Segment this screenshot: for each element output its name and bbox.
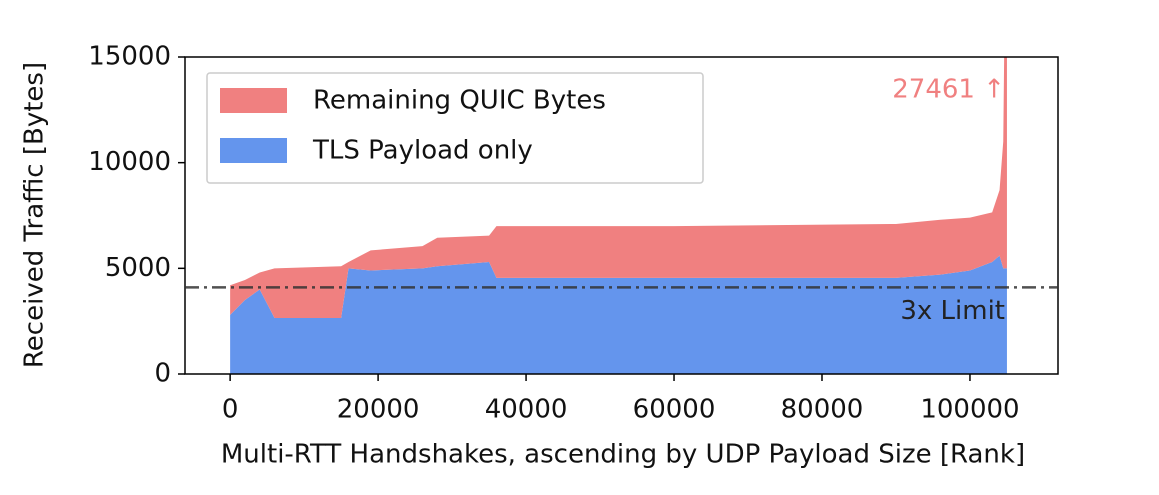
y-tick-label: 10000 (88, 147, 171, 177)
area (230, 255, 1007, 374)
x-tick-label: 60000 (633, 395, 716, 425)
area (230, 57, 1007, 318)
y-tick-label: 0 (154, 359, 171, 389)
legend-box (206, 72, 704, 184)
x-tick-label: 80000 (781, 395, 864, 425)
annotation: 27461 ↑ (892, 75, 1005, 105)
y-axis-label: Received Traffic [Bytes] (20, 62, 50, 368)
legend-label: TLS Payload only (312, 136, 533, 166)
x-tick-label: 100000 (920, 395, 1019, 425)
x-tick-label: 20000 (337, 395, 420, 425)
legend-swatch (220, 88, 287, 113)
legend-swatch (220, 138, 287, 163)
x-tick-label: 40000 (485, 395, 568, 425)
y-tick-label: 15000 (88, 42, 171, 72)
plot-area (230, 57, 1007, 374)
x-axis-label: Multi-RTT Handshakes, ascending by UDP P… (221, 440, 1025, 470)
legend-label: Remaining QUIC Bytes (313, 86, 606, 116)
y-tick-label: 5000 (105, 253, 171, 283)
limit-label: 3x Limit (900, 296, 1005, 326)
plot-frame (184, 56, 1059, 375)
x-tick-label: 0 (222, 395, 239, 425)
